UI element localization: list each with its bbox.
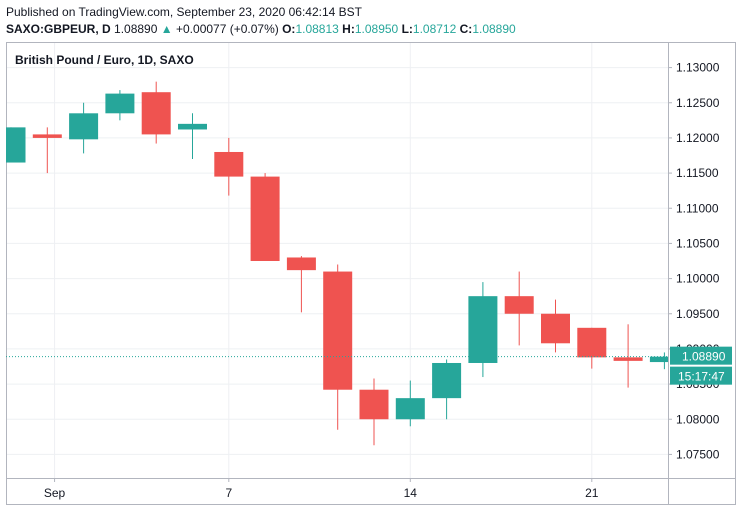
- candle-body-down: [504, 296, 534, 314]
- low-value: 1.08712: [412, 22, 457, 36]
- candle-body-up: [432, 362, 462, 399]
- candle-body-down: [214, 151, 244, 177]
- candle-body-down: [577, 327, 607, 358]
- candle-body-down: [613, 357, 643, 361]
- candle-body-up: [395, 398, 425, 420]
- chart-title: British Pound / Euro, 1D, SAXO: [15, 53, 194, 67]
- countdown-marker: [670, 366, 732, 385]
- candle-body-down: [250, 176, 280, 261]
- time-tick-label: 21: [585, 486, 599, 500]
- candle-body-up: [105, 93, 135, 114]
- change-value: +0.00077 (+0.07%): [176, 22, 279, 36]
- chart-container[interactable]: British Pound / Euro, 1D, SAXO 1.07500 1.…: [6, 42, 736, 505]
- time-tick-label: Sep: [44, 486, 66, 500]
- high-value: 1.08950: [354, 22, 399, 36]
- candle-body-down: [141, 92, 171, 135]
- low-label: L:: [401, 22, 413, 36]
- candle-body-down: [32, 134, 62, 138]
- candles: [6, 81, 668, 446]
- price-tick-label: 1.08000: [676, 412, 720, 426]
- price-tick-label: 1.11500: [676, 166, 719, 180]
- symbol-label: SAXO:GBPEUR, D: [6, 22, 111, 36]
- candle-body-down: [286, 257, 316, 271]
- price-tick-label: 1.12500: [676, 96, 720, 110]
- grid: [6, 42, 668, 478]
- open-label: O:: [282, 22, 296, 36]
- price-tick-label: 1.13000: [676, 61, 720, 75]
- close-label: C:: [459, 22, 473, 36]
- ticker-line: SAXO:GBPEUR, D 1.08890 ▲ +0.00077 (+0.07…: [6, 22, 516, 36]
- candle-body-down: [541, 313, 570, 344]
- high-label: H:: [342, 22, 355, 36]
- time-axis[interactable]: Sep 7 14 21: [44, 478, 599, 500]
- last-price-marker-label: 1.08890: [682, 350, 726, 364]
- candle-body-up: [468, 296, 498, 363]
- change-up-icon: ▲: [160, 22, 173, 36]
- open-value: 1.08813: [295, 22, 339, 36]
- last-price: 1.08890: [114, 22, 158, 36]
- price-tick-label: 1.07500: [676, 447, 720, 461]
- price-axis[interactable]: 1.075001.080001.085001.090001.095001.100…: [668, 61, 720, 462]
- price-tick-label: 1.10000: [676, 272, 720, 286]
- candle-body-down: [359, 389, 389, 420]
- price-tick-label: 1.09500: [676, 307, 720, 321]
- close-value: 1.08890: [472, 22, 516, 36]
- candle-body-down: [323, 271, 353, 390]
- candle-body-up: [649, 356, 668, 363]
- countdown-label: 15:17:47: [678, 370, 725, 384]
- price-tick-label: 1.11000: [676, 201, 719, 215]
- published-caption: Published on TradingView.com, September …: [6, 5, 363, 19]
- candle-body-up: [6, 127, 26, 163]
- last-price-marker: [670, 346, 732, 365]
- time-tick-label: 7: [225, 486, 232, 500]
- candle-body-up: [69, 113, 99, 140]
- candle-body-up: [178, 123, 207, 130]
- price-tick-label: 1.10500: [676, 236, 720, 250]
- price-tick-label: 1.12000: [676, 131, 720, 145]
- chart-frame: [6, 42, 736, 505]
- time-tick-label: 14: [404, 486, 418, 500]
- candlestick-chart[interactable]: British Pound / Euro, 1D, SAXO 1.07500 1.…: [6, 42, 736, 505]
